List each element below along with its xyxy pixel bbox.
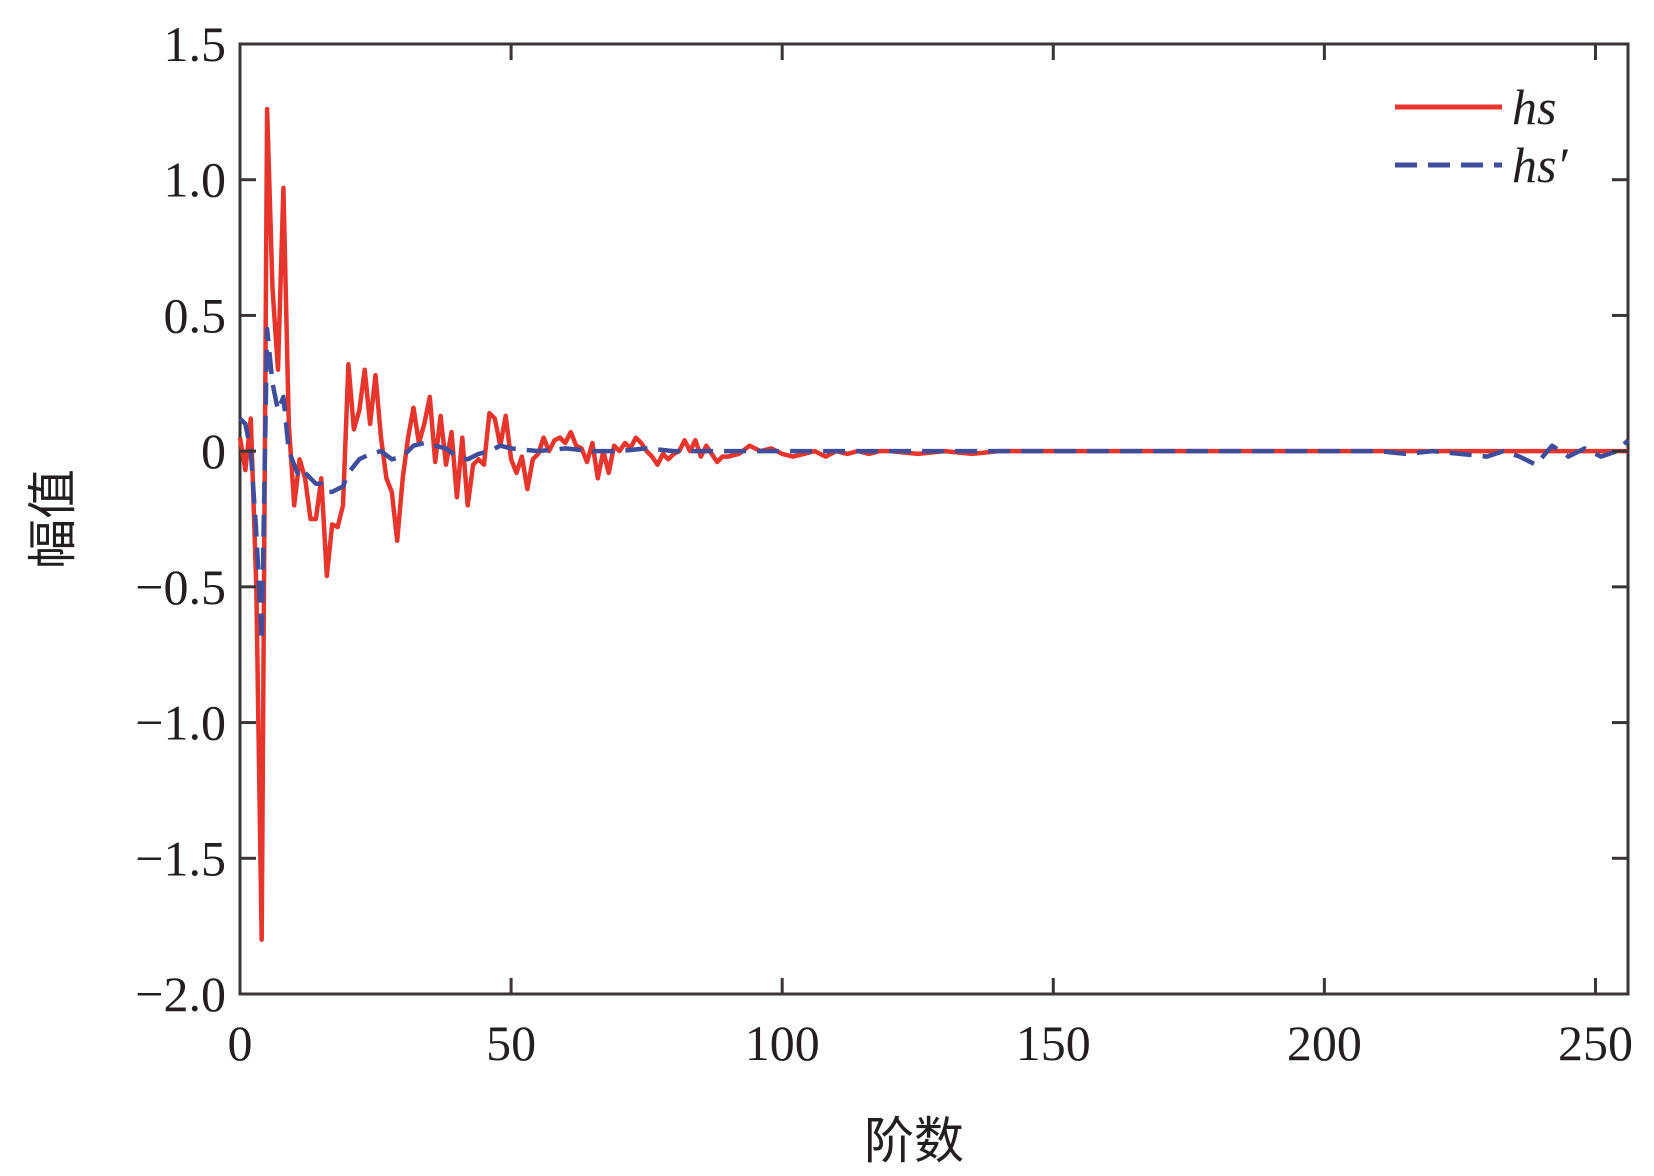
x-tick-label: 50 xyxy=(486,1015,536,1071)
plot-area-frame xyxy=(238,42,1630,996)
series-layer xyxy=(237,106,1630,942)
y-tick-label: 1.5 xyxy=(164,16,227,72)
legend: hs hs′ xyxy=(1395,79,1568,193)
x-tick-label: 100 xyxy=(745,1015,820,1071)
y-tick-label: 0.5 xyxy=(164,287,227,343)
y-tick-label: −2.0 xyxy=(135,966,226,1022)
x-axis-ticks: 0 50 100 150 200 250 xyxy=(228,44,1633,1071)
y-tick-label: −0.5 xyxy=(135,559,226,615)
legend-label-hs-prime: hs′ xyxy=(1512,137,1568,193)
y-tick-label: 0 xyxy=(201,423,226,479)
x-tick-label: 250 xyxy=(1558,1015,1633,1071)
y-axis-title: 幅值 xyxy=(24,469,82,569)
x-tick-label: 150 xyxy=(1016,1015,1091,1071)
legend-label-hs: hs xyxy=(1512,79,1556,135)
x-tick-label: 200 xyxy=(1287,1015,1362,1071)
y-axis-ticks: −2.0 −1.5 −1.0 −0.5 0 0.5 1.0 1.5 xyxy=(135,16,1628,1022)
series-line-1 xyxy=(238,326,1630,644)
x-axis-title: 阶数 xyxy=(864,1112,964,1170)
y-tick-label: 1.0 xyxy=(164,152,227,208)
y-tick-label: −1.5 xyxy=(135,830,226,886)
y-tick-label: −1.0 xyxy=(135,695,226,751)
x-tick-label: 0 xyxy=(228,1015,253,1071)
series-line-0 xyxy=(237,106,1628,942)
